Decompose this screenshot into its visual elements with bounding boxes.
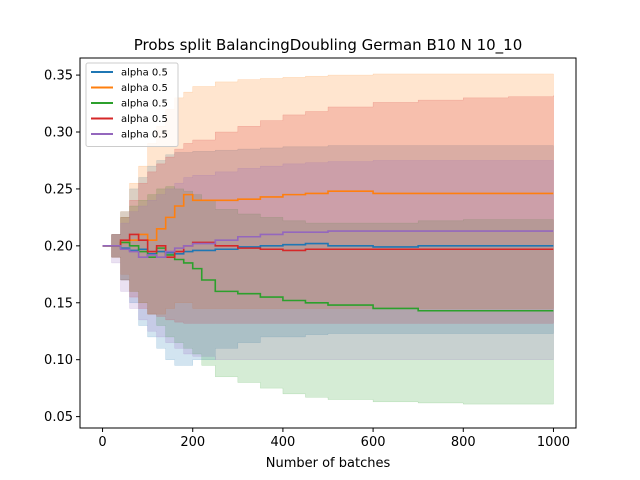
x-tick-label: 200 [180,435,205,450]
x-tick-label: 800 [451,435,476,450]
y-tick-label: 0.15 [44,296,73,311]
band-series-4 [102,95,554,324]
legend: alpha 0.5 alpha 0.5 alpha 0.5 alpha 0.5 alph… [85,62,179,147]
y-axis: 0.05 0.10 0.15 0.20 0.25 0.30 0.35 [44,69,80,425]
x-tick-label: 400 [270,435,295,450]
legend-box [85,62,179,147]
legend-label: alpha 0.5 [121,99,168,110]
plot-area: 0 200 400 600 800 1000 0.050.100.150.200.250.… [44,57,577,450]
line-series-5 [102,230,554,259]
x-tick-label: 600 [361,435,386,450]
x-axis-label: Number of batches [266,456,391,471]
legend-label: alpha 0.5 [121,130,168,141]
y-tick-label: 0.35 [44,69,73,84]
chart-title: Probs split BalancingDoubling German B10… [134,36,523,55]
y-tick-label: 0.25 [44,182,73,197]
x-tick-label: 1000 [537,435,570,450]
legend-label: alpha 0.5 [121,83,168,94]
x-tick-label: 0 [98,435,106,450]
axes-frame [79,57,577,429]
legend-label: alpha 0.5 [121,68,168,79]
line-series-3 [102,241,554,312]
x-axis: 0 200 400 600 800 1000 [98,428,570,450]
legend-label: alpha 0.5 [121,114,168,125]
y-tick-label: 0.30 [44,126,73,141]
series-lines [102,190,554,312]
y-tick-label: 0.10 [44,353,73,368]
y-tick-label: 0.20 [44,239,73,254]
y-tick-label: 0.05 [44,410,73,425]
band-series-5 [102,160,554,360]
